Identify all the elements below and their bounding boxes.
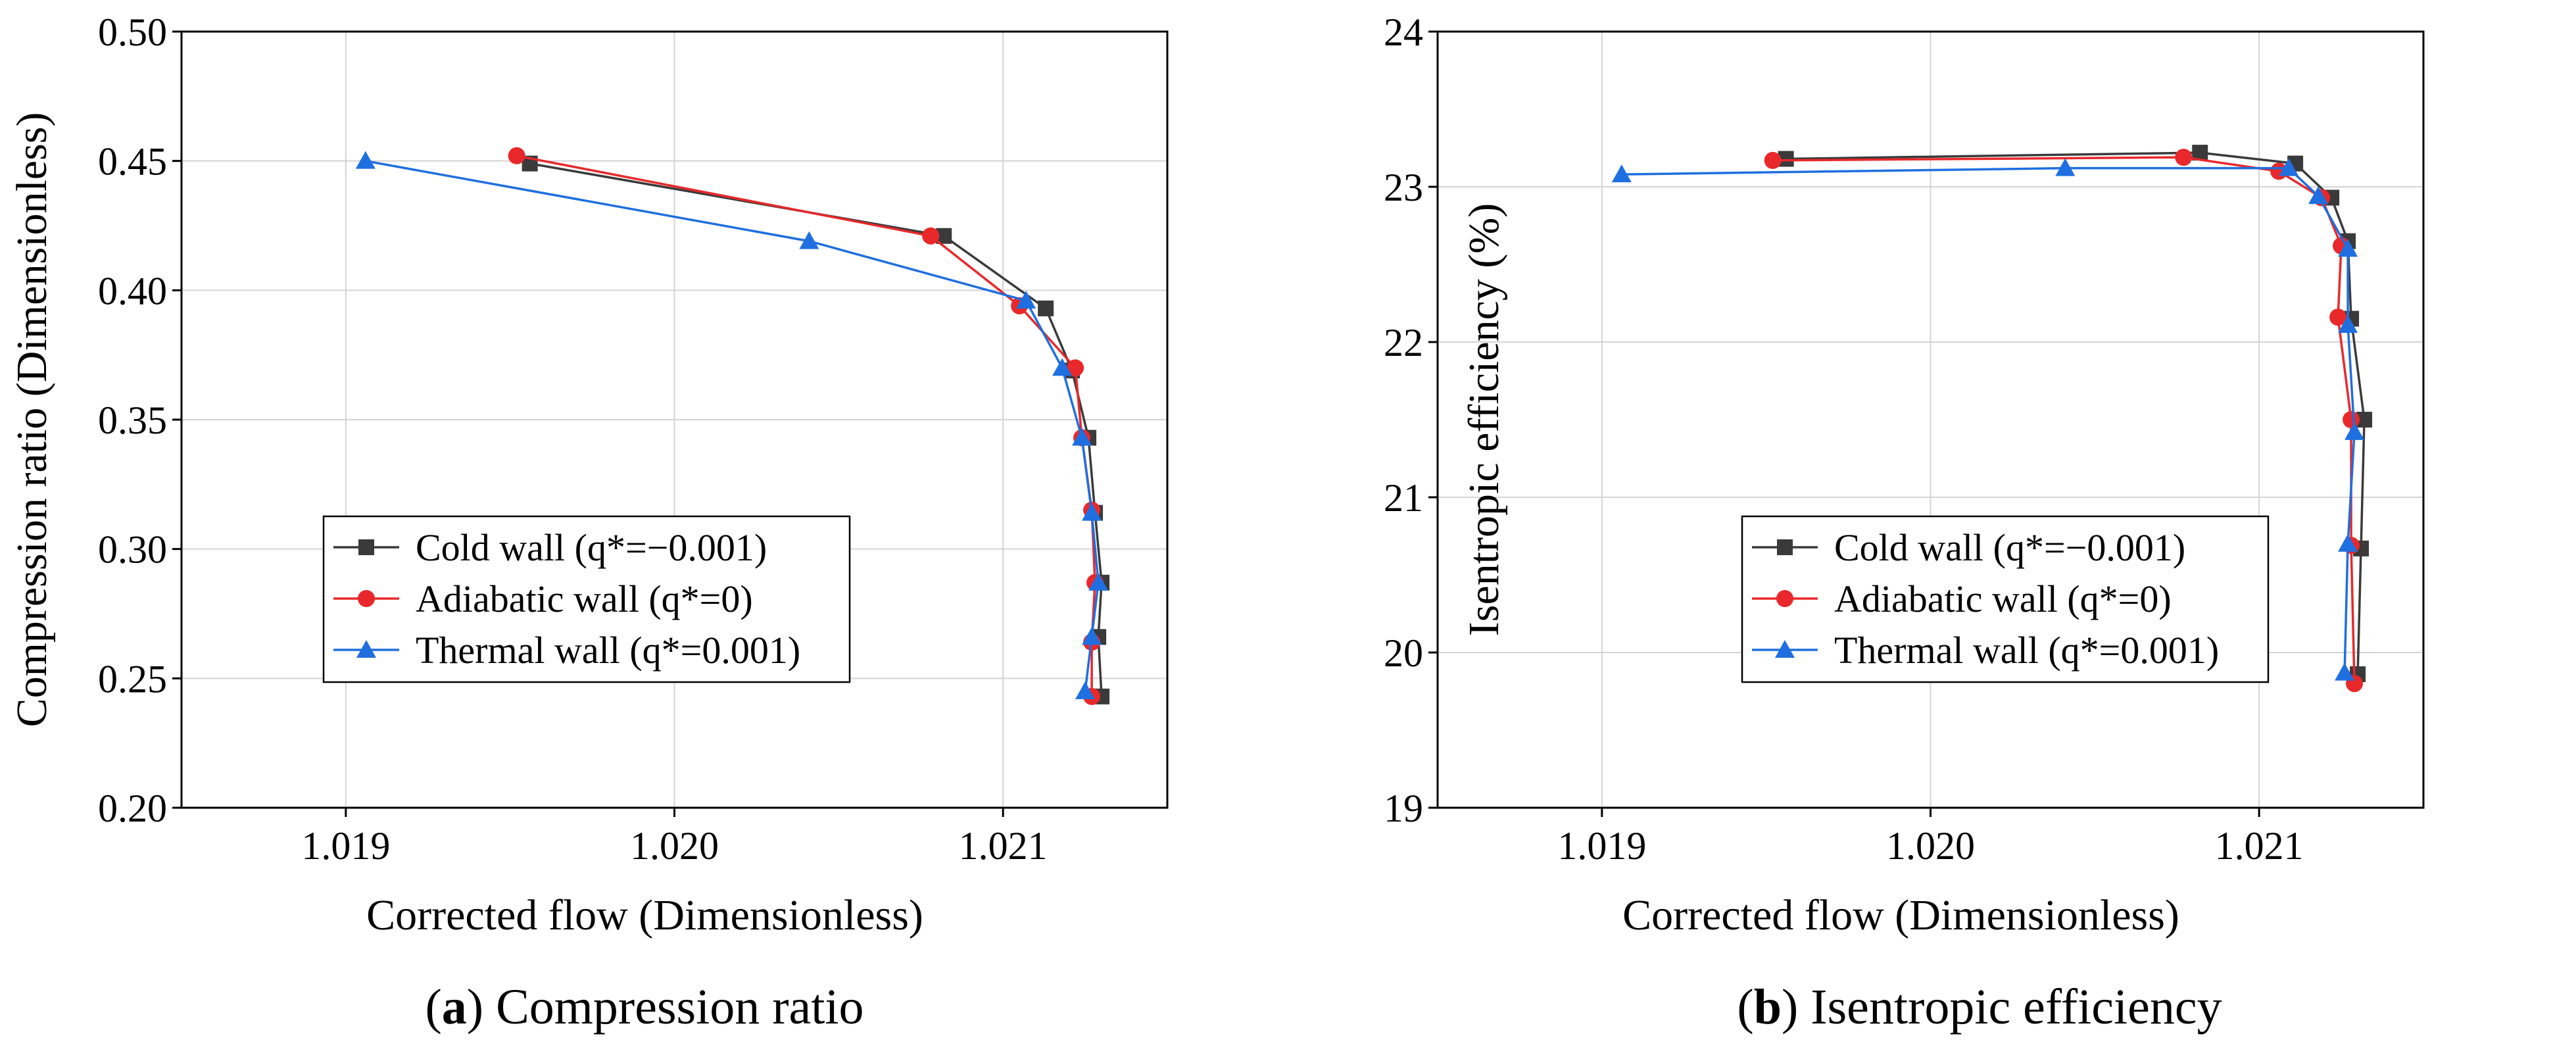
data-point xyxy=(2345,422,2365,440)
legend-label-adiabatic: Adiabatic wall (q*=0) xyxy=(416,578,753,620)
x-tick-label: 1.020 xyxy=(1886,824,1975,868)
data-point xyxy=(1016,291,1036,309)
legend-marker-thermal xyxy=(356,640,376,658)
legend: Cold wall (q*=−0.001) Adiabatic wall (q*=… xyxy=(1741,515,2270,683)
legend-label-thermal: Thermal wall (q*=0.001) xyxy=(416,629,800,672)
x-tick-label: 1.019 xyxy=(301,824,390,868)
data-point xyxy=(1075,681,1096,699)
legend-marker-cold xyxy=(1777,539,1793,555)
y-tick-label: 21 xyxy=(1384,476,1423,520)
data-point xyxy=(2338,239,2358,257)
data-point xyxy=(1764,151,1782,169)
gridlines xyxy=(182,31,1167,808)
legend-label-cold: Cold wall (q*=−0.001) xyxy=(1834,526,2185,569)
y-tick-label: 24 xyxy=(1384,11,1423,54)
x-tick-label: 1.019 xyxy=(1557,824,1646,868)
legend-label-adiabatic: Adiabatic wall (q*=0) xyxy=(1834,578,2172,620)
chart-isentropic-efficiency: 1.019 1.020 1.021 19 20 21 22 23 24 Corrected flo… xyxy=(1384,11,2425,939)
x-axis-label: Corrected flow (Dimensionless) xyxy=(366,891,923,939)
legend-box xyxy=(322,515,851,683)
legend-label-thermal: Thermal wall (q*=0.001) xyxy=(1834,629,2219,672)
y-axis-label: Compression ratio (Dimensionless) xyxy=(8,112,56,727)
data-point xyxy=(1067,359,1084,377)
data-point xyxy=(1038,300,1054,316)
series-thermal xyxy=(1611,158,2365,681)
data-point xyxy=(2338,533,2358,552)
data-point xyxy=(2338,315,2358,333)
y-tick-label: 0.40 xyxy=(98,269,167,312)
legend-box xyxy=(1741,515,2270,683)
y-tick-label: 19 xyxy=(1384,787,1423,830)
data-point xyxy=(2329,308,2347,326)
chart-compression-ratio: 1.019 1.020 1.021 0.20 0.25 0.30 0.35 0.40 0.45 0… xyxy=(8,11,1169,939)
data-point xyxy=(2279,158,2299,176)
y-tick-label: 0.20 xyxy=(98,787,167,830)
data-point xyxy=(1072,428,1092,446)
data-point xyxy=(922,227,940,245)
data-point xyxy=(2335,662,2355,681)
data-point xyxy=(799,231,819,249)
y-axis-label: Isentropic efficiency (%) xyxy=(1460,203,1508,636)
caption-b: (b) Isentropic efficiency xyxy=(1737,979,2222,1035)
data-point xyxy=(2343,411,2360,428)
x-tick-label: 1.020 xyxy=(630,824,719,868)
legend-label-cold: Cold wall (q*=−0.001) xyxy=(416,526,767,569)
y-tick-label: 0.25 xyxy=(98,657,167,701)
y-tick-label: 22 xyxy=(1384,321,1423,364)
data-point xyxy=(1052,358,1073,376)
x-tick-label: 1.021 xyxy=(2215,824,2304,868)
legend-marker-adiabatic xyxy=(1776,590,1793,607)
y-tick-label: 20 xyxy=(1384,631,1423,675)
data-point xyxy=(1082,627,1102,645)
caption-a: (a) Compression ratio xyxy=(425,979,864,1035)
data-point xyxy=(1611,164,1632,183)
y-tick-label: 23 xyxy=(1384,166,1423,209)
data-point xyxy=(2175,149,2193,166)
data-point xyxy=(508,147,525,164)
legend-marker-adiabatic xyxy=(358,590,375,607)
x-tick-label: 1.021 xyxy=(959,824,1048,868)
legend-marker-thermal xyxy=(1775,640,1795,658)
data-point xyxy=(2308,186,2329,205)
series-thermal xyxy=(355,151,1109,699)
y-tick-label: 0.30 xyxy=(98,528,167,572)
x-axis-label: Corrected flow (Dimensionless) xyxy=(1622,891,2179,939)
data-point xyxy=(355,151,376,169)
y-tick-label: 0.35 xyxy=(98,399,167,442)
legend-marker-cold xyxy=(358,539,374,555)
data-point xyxy=(1082,503,1102,521)
data-point xyxy=(1088,572,1109,591)
gridlines xyxy=(1438,31,2423,808)
y-tick-label: 0.45 xyxy=(98,140,167,184)
y-tick-label: 0.50 xyxy=(98,11,167,54)
legend: Cold wall (q*=−0.001) Adiabatic wall (q*=… xyxy=(322,515,851,683)
data-point xyxy=(2055,158,2076,176)
